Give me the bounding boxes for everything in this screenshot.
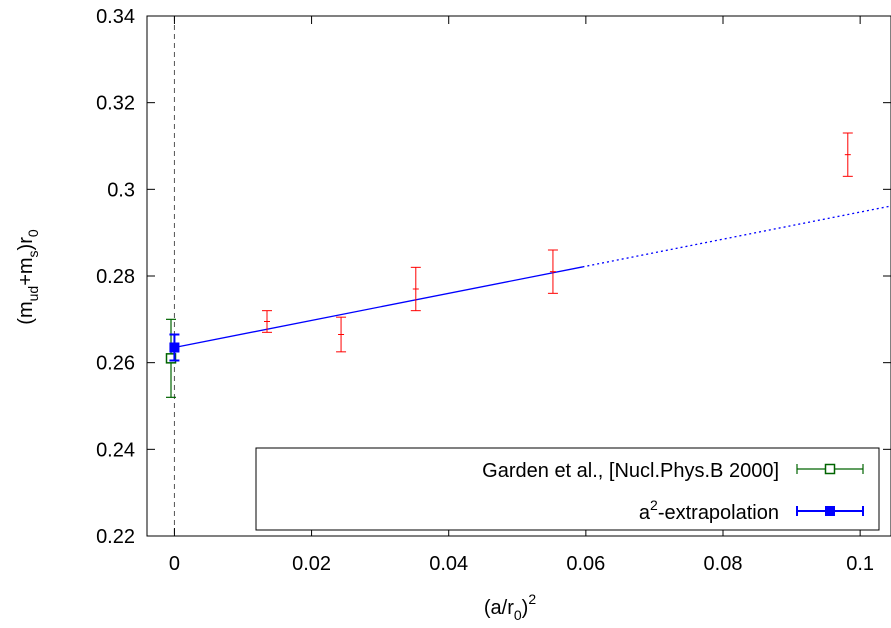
data-point (336, 316, 347, 353)
fit-line-dotted (582, 205, 891, 268)
data-points-group (262, 132, 853, 353)
y-tick-label: 0.26 (96, 353, 135, 375)
y-tick-label: 0.34 (96, 6, 135, 28)
series-marker (165, 353, 177, 364)
x-tick-label: 0.02 (292, 553, 331, 575)
x-axis-ticks: 0 0.02 0.04 0.06 0.08 0.1 (169, 16, 874, 575)
y-tick-label: 0.22 (96, 526, 135, 548)
y-tick-label: 0.3 (107, 179, 135, 201)
y-tick-label: 0.24 (96, 439, 135, 461)
data-point (842, 132, 853, 177)
legend-box (255, 447, 880, 531)
legend-label-extrapolation-main: a (639, 502, 651, 524)
fit-line-group (174, 205, 891, 349)
legend-label-extrapolation-sup: 2 (650, 497, 658, 513)
legend: Garden et al., [Nucl.Phys.B 2000] a2-ext… (255, 447, 880, 531)
legend-label-extrapolation-rest: -extrapolation (658, 502, 779, 524)
data-point (547, 249, 558, 294)
y-axis-title: (mud+ms)r0 (15, 229, 41, 325)
x-tick-label: 0.04 (429, 553, 468, 575)
data-point (262, 310, 272, 333)
legend-sample-marker (824, 463, 836, 475)
y-tick-label: 0.28 (96, 266, 135, 288)
series-point (169, 333, 180, 362)
x-tick-label: 0.08 (704, 553, 743, 575)
y-tick-label: 0.32 (96, 93, 135, 115)
legend-label-extrapolation: a2-extrapolation (639, 497, 779, 524)
series-group (165, 318, 180, 398)
legend-sample-extrapolation (796, 506, 864, 516)
x-tick-label: 0.06 (566, 553, 605, 575)
legend-sample-garden (796, 463, 864, 475)
x-axis-title: (a/r0)2 (484, 591, 536, 623)
y-axis-ticks: 0.22 0.24 0.26 0.28 0.3 0.32 0.34 (96, 6, 891, 548)
x-tick-label: 0.1 (846, 553, 874, 575)
series-marker (169, 342, 180, 353)
legend-label-garden: Garden et al., [Nucl.Phys.B 2000] (482, 460, 779, 482)
data-point (410, 266, 421, 312)
series-point (165, 318, 177, 398)
fit-line-solid (174, 266, 583, 349)
legend-sample-marker (825, 506, 835, 516)
x-tick-label: 0 (169, 553, 180, 575)
